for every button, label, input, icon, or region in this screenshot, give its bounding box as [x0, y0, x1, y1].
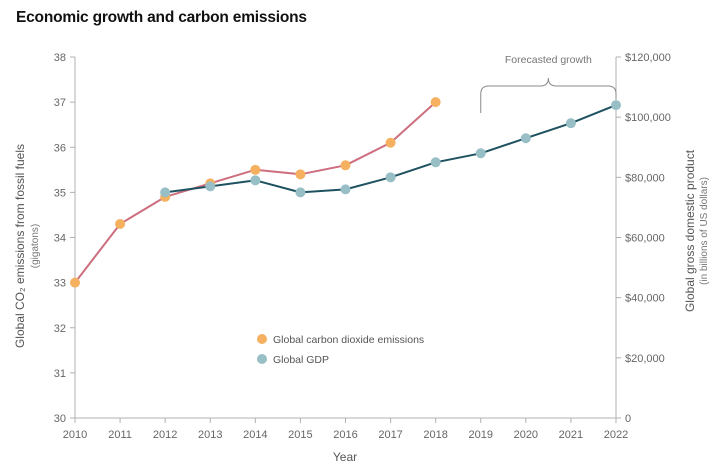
data-point-gdp	[205, 181, 216, 192]
x-tick-label: 2014	[243, 429, 267, 441]
data-point-emissions	[70, 277, 80, 288]
axes: 2010 2011 2012 2013 2014 2015 2016 2017 2018 2019…	[54, 52, 671, 441]
data-point-emissions	[115, 218, 126, 229]
y-right-tick-label: $60,000	[625, 233, 665, 245]
legend-label-gdp: Global GDP	[273, 354, 329, 366]
x-tick-label: 2020	[514, 429, 538, 441]
x-tick-label: 2022	[604, 429, 628, 441]
y-left-tick-label: 32	[54, 323, 66, 335]
x-tick-label: 2012	[153, 429, 177, 441]
data-point-emissions	[250, 164, 261, 175]
x-tick-label: 2013	[198, 429, 222, 441]
data-point-emissions	[385, 137, 396, 148]
data-point-emissions	[340, 160, 351, 171]
y-left-tick-label: 38	[54, 52, 66, 64]
data-point-gdp	[160, 187, 171, 198]
legend-swatch-gdp	[257, 354, 267, 364]
legend-swatch-emissions	[257, 334, 267, 344]
data-point-gdp	[430, 157, 441, 168]
x-tick-label: 2011	[108, 429, 132, 441]
data-point-emissions	[430, 97, 441, 108]
y-left-tick-label: 30	[54, 413, 66, 425]
y-right-tick-label: $80,000	[625, 172, 665, 184]
x-tick-label: 2019	[469, 429, 493, 441]
data-point-gdp	[340, 184, 351, 195]
y-left-tick-label: 33	[54, 278, 66, 290]
data-point-gdp	[295, 187, 306, 198]
y-right-tick-label: 0	[625, 413, 631, 425]
series-line-emissions	[74, 101, 437, 284]
x-tick-label: 2015	[288, 429, 312, 441]
x-tick-label: 2010	[63, 429, 87, 441]
data-point-gdp	[520, 133, 531, 144]
x-tick-label: 2018	[423, 429, 447, 441]
data-point-gdp	[611, 100, 621, 111]
y-right-tick-label: $100,000	[625, 112, 671, 124]
y-left-tick-label: 35	[54, 187, 66, 199]
x-tick-label: 2017	[378, 429, 402, 441]
y-left-tick-label: 37	[54, 97, 66, 109]
y-right-axis-label: Global gross domestic product	[683, 149, 697, 312]
series-points	[70, 97, 621, 288]
y-right-axis-unit: (in billions of US dollars)	[699, 177, 710, 285]
y-left-tick-label: 34	[54, 233, 66, 245]
chart-title: Economic growth and carbon emissions	[16, 9, 307, 26]
y-left-tick-label: 31	[54, 368, 66, 380]
y-right-tick-label: $40,000	[625, 293, 665, 305]
y-right-tick-label: $20,000	[625, 353, 665, 365]
data-point-gdp	[565, 118, 576, 129]
data-point-emissions	[295, 169, 306, 180]
x-tick-label: 2016	[333, 429, 357, 441]
x-axis-label: Year	[333, 450, 357, 464]
y-left-tick-label: 36	[54, 142, 66, 154]
y-left-axis-unit: (gigatons)	[30, 224, 41, 268]
axis-labels: Year Global CO₂ emissions from fossil fu…	[13, 144, 710, 464]
data-point-gdp	[385, 172, 396, 183]
x-tick-label: 2021	[559, 429, 583, 441]
legend-label-emissions: Global carbon dioxide emissions	[273, 334, 424, 346]
forecast-bracket	[480, 77, 617, 113]
y-right-tick-label: $120,000	[625, 52, 671, 64]
forecast-annotation: Forecasted growth	[480, 54, 617, 113]
y-left-axis-label: Global CO₂ emissions from fossil fuels	[13, 144, 27, 348]
data-point-gdp	[475, 148, 486, 159]
data-point-gdp	[250, 175, 261, 186]
legend: Global carbon dioxide emissions Global G…	[257, 334, 424, 366]
forecast-label: Forecasted growth	[505, 54, 592, 66]
